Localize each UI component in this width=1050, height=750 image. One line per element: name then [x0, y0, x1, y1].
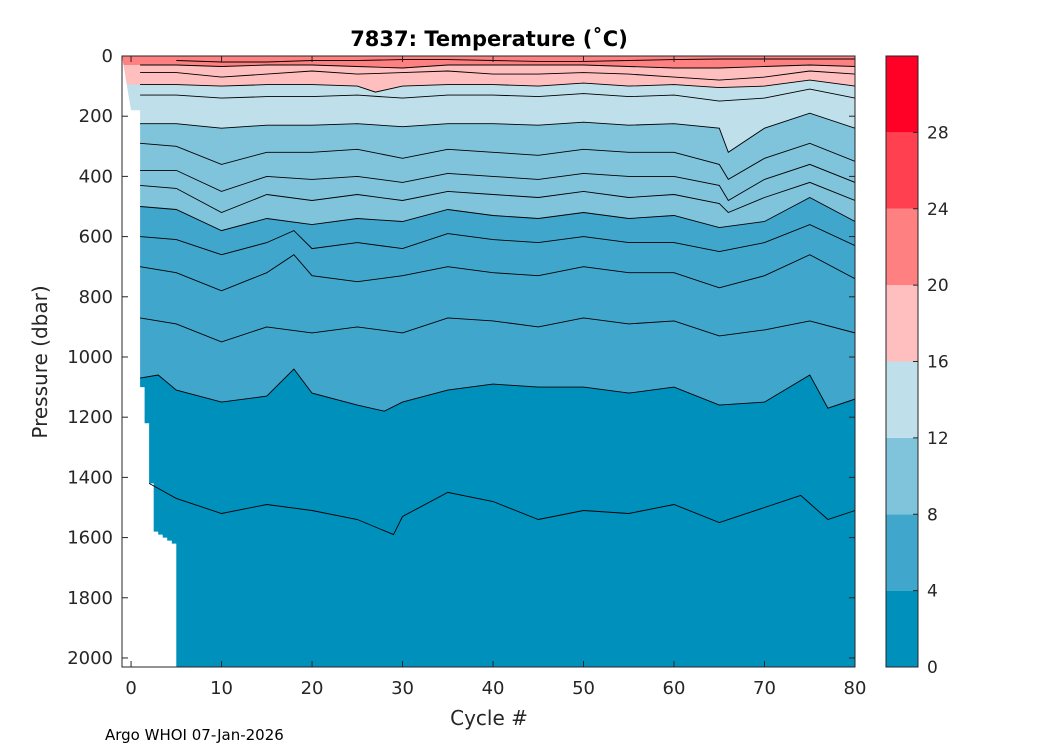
isotherm-5C — [140, 317, 855, 343]
colorbar-tick-label: 12 — [927, 429, 949, 449]
isotherm-20C — [140, 64, 855, 69]
y-tick-label: 1200 — [67, 407, 113, 428]
colorbar-bin-12-16 — [886, 361, 918, 438]
colorbar-tick-label: 20 — [927, 276, 949, 296]
isotherm-11C — [140, 142, 855, 181]
y-axis-ticks: 0 200 400 600 800 1000 1200 1400 1600 1800 2000 — [67, 46, 855, 669]
isotherm-14C — [140, 88, 855, 102]
isotherm-lines — [140, 58, 855, 536]
isotherm-18C — [140, 70, 855, 81]
y-tick-label: 1400 — [67, 467, 113, 488]
colorbar-bin-0-4 — [886, 590, 918, 667]
x-tick-label: 30 — [391, 678, 414, 699]
isotherm-10C — [140, 163, 855, 202]
colorbar-tick-label: 8 — [927, 505, 938, 525]
no-data-region — [122, 56, 177, 667]
y-tick-label: 1600 — [67, 528, 113, 549]
plot-frame — [121, 55, 856, 668]
isotherm-8C — [140, 196, 855, 232]
isotherm-2C — [148, 483, 855, 536]
x-tick-label: 70 — [753, 678, 776, 699]
x-tick-label: 0 — [125, 678, 136, 699]
colorbar-bins — [886, 56, 918, 667]
colorbar-tick-label: 0 — [927, 658, 938, 678]
x-axis-ticks: 0 10 20 30 40 50 60 70 80 — [125, 56, 866, 699]
colorbar-tick-label: 24 — [927, 200, 949, 220]
x-tick-label: 20 — [301, 678, 324, 699]
colorbar-ticks: 0 4 8 12 16 20 24 28 — [913, 123, 949, 678]
isotherm-12C — [140, 112, 855, 153]
y-tick-label: 2000 — [67, 648, 113, 669]
footer-credit: Argo WHOI 07-Jan-2026 — [105, 726, 284, 744]
colorbar-tick-label: 4 — [927, 582, 938, 602]
x-tick-label: 60 — [663, 678, 686, 699]
colorbar-tick-label: 28 — [927, 123, 949, 143]
colorbar-bin-20-24 — [886, 208, 918, 286]
y-tick-label: 200 — [79, 106, 113, 127]
isotherm-6C — [140, 254, 855, 292]
temperature-bands — [122, 56, 855, 667]
colorbar-bin-24-28 — [886, 132, 918, 209]
colorbar-bin-16-20 — [886, 285, 918, 362]
colorbar-tick-label: 16 — [927, 353, 949, 373]
band-below-2C — [122, 483, 855, 667]
no-data-mask — [122, 56, 177, 667]
plot-area — [121, 55, 856, 668]
y-tick-label: 1000 — [67, 347, 113, 368]
y-tick-label: 400 — [79, 166, 113, 187]
x-tick-label: 40 — [482, 678, 505, 699]
y-tick-label: 0 — [102, 46, 113, 67]
y-tick-label: 600 — [79, 227, 113, 248]
y-axis-label: Pressure (dbar) — [28, 285, 52, 438]
y-tick-label: 800 — [79, 287, 113, 308]
colorbar: 0 4 8 12 16 20 24 28 — [885, 55, 949, 678]
x-tick-label: 50 — [572, 678, 595, 699]
chart-title: 7837: Temperature (˚C) — [350, 27, 628, 51]
y-tick-label: 1800 — [67, 588, 113, 609]
x-axis-label: Cycle # — [450, 706, 528, 730]
colorbar-bin-4-8 — [886, 514, 918, 591]
isotherm-16C — [140, 79, 855, 93]
x-tick-label: 10 — [210, 678, 233, 699]
colorbar-bin-28-32 — [886, 56, 918, 133]
isotherm-7C — [140, 224, 855, 256]
x-tick-label: 80 — [844, 678, 867, 699]
colorbar-bin-8-12 — [886, 437, 918, 515]
isotherm-4C — [140, 368, 855, 412]
isotherm-9C — [140, 181, 855, 214]
